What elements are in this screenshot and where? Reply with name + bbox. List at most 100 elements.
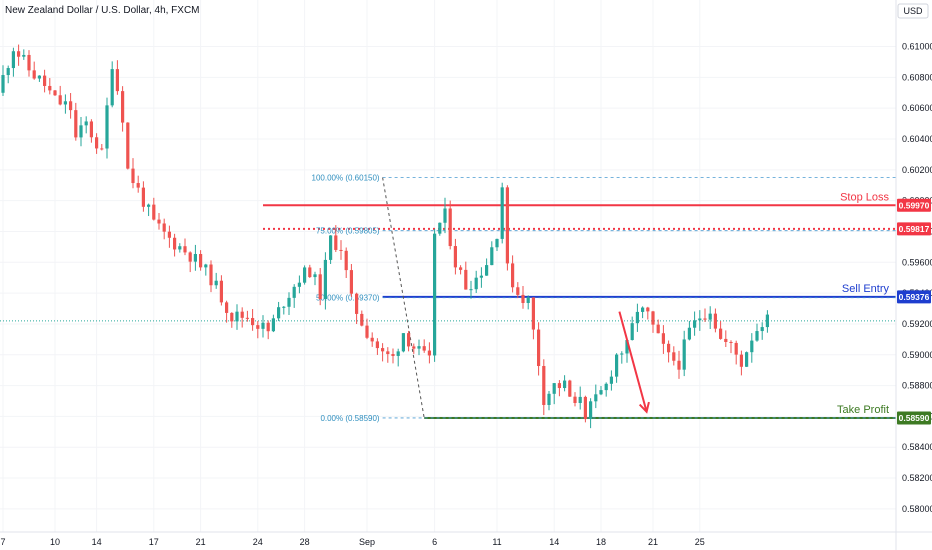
candle-body xyxy=(693,320,697,328)
candle-body xyxy=(396,351,400,356)
candle-body xyxy=(609,376,613,384)
price-tick-label: 0.59200 xyxy=(902,319,932,329)
currency-badge[interactable] xyxy=(897,3,929,19)
candle-body xyxy=(594,394,598,402)
candle-body xyxy=(277,307,281,319)
candle-body xyxy=(235,311,239,322)
candle-body xyxy=(443,208,447,223)
candle-body xyxy=(646,307,650,312)
candle-body xyxy=(615,354,619,377)
projection xyxy=(618,311,650,414)
candle-body xyxy=(453,246,457,268)
candle-body xyxy=(630,323,634,341)
time-axis-labels: 7 10 14 17 21 24 28 Sep 6 11 14 18 21 25 xyxy=(0,537,704,547)
candle-body xyxy=(308,267,312,278)
candle-body xyxy=(287,297,291,307)
candle-body xyxy=(739,354,743,367)
candle-body xyxy=(240,311,244,318)
candle-body xyxy=(552,383,556,394)
candle-body xyxy=(568,380,572,397)
candle-body xyxy=(599,390,603,395)
candle-body xyxy=(500,187,504,239)
candle-body xyxy=(131,168,135,184)
candle-body xyxy=(661,333,665,344)
candle-body xyxy=(360,313,364,326)
candle-body xyxy=(370,337,374,342)
candle-body xyxy=(490,247,494,266)
candle-body xyxy=(427,350,431,356)
candle-body xyxy=(95,137,99,149)
candle-body xyxy=(1,75,5,93)
candle-body xyxy=(89,121,93,138)
candle-body xyxy=(100,148,104,150)
candle-body xyxy=(724,338,728,342)
candle-body xyxy=(329,235,333,260)
candle-body xyxy=(84,121,88,126)
time-tick-label: 28 xyxy=(300,537,310,547)
price-tag xyxy=(897,222,931,236)
price-tick-label: 0.58400 xyxy=(902,442,932,452)
candle-body xyxy=(204,264,208,268)
candle-body xyxy=(563,380,567,389)
candle-body xyxy=(115,69,119,92)
candle-body xyxy=(6,68,10,76)
fib-trend-line xyxy=(382,177,425,419)
candle-body xyxy=(53,90,57,96)
candle-body xyxy=(266,322,270,332)
candle-body xyxy=(479,275,483,278)
candle-body xyxy=(521,294,525,303)
candle-body xyxy=(765,314,769,328)
candle-body xyxy=(713,313,717,329)
candle-body xyxy=(136,183,140,188)
candle-body xyxy=(251,318,255,326)
candle-body xyxy=(256,325,260,329)
candle-body xyxy=(708,313,712,320)
candle-body xyxy=(537,329,541,367)
time-tick-label: 25 xyxy=(695,537,705,547)
candle-body xyxy=(157,219,161,224)
candle-body xyxy=(729,341,733,343)
candle-body xyxy=(760,327,764,332)
candle-body xyxy=(219,280,223,303)
candle-body xyxy=(703,318,707,320)
candle-body xyxy=(589,401,593,420)
candle-body xyxy=(22,54,26,57)
time-axis[interactable] xyxy=(0,532,932,550)
candle-body xyxy=(32,70,36,79)
price-tag-label: 0.59376 xyxy=(899,292,930,302)
price-tag xyxy=(897,198,931,212)
candle-body xyxy=(407,333,411,347)
candle-body xyxy=(557,383,561,389)
candle-body xyxy=(474,277,478,290)
time-tick-label: Sep xyxy=(359,537,375,547)
time-tick-label: 18 xyxy=(596,537,606,547)
price-axis[interactable] xyxy=(896,0,932,532)
candle-body xyxy=(225,302,229,313)
candle-body xyxy=(578,396,582,403)
time-tick-label: 21 xyxy=(196,537,206,547)
candle-body xyxy=(469,289,473,291)
candle-body xyxy=(391,354,395,356)
candle-body xyxy=(573,396,577,403)
candle-body xyxy=(355,293,359,314)
level-label-take-profit: Take Profit xyxy=(837,404,889,416)
candle-body xyxy=(110,69,114,106)
price-tick-label: 0.60200 xyxy=(902,165,932,175)
time-tick-label: 7 xyxy=(0,537,5,547)
candle-body xyxy=(667,343,671,353)
candle-body xyxy=(167,231,171,238)
fib-level-label: 100.00% (0.60150) xyxy=(312,174,380,183)
candle-body xyxy=(464,269,468,290)
candle-body xyxy=(199,254,203,268)
candle-body xyxy=(69,101,73,111)
candle-body xyxy=(417,346,421,349)
candle-body xyxy=(687,327,691,340)
candle-body xyxy=(583,396,587,420)
candle-body xyxy=(635,311,639,324)
candle-body xyxy=(11,51,15,69)
candle-body xyxy=(349,270,353,294)
candle-body xyxy=(381,348,385,352)
projection-arrow-head xyxy=(638,401,650,414)
